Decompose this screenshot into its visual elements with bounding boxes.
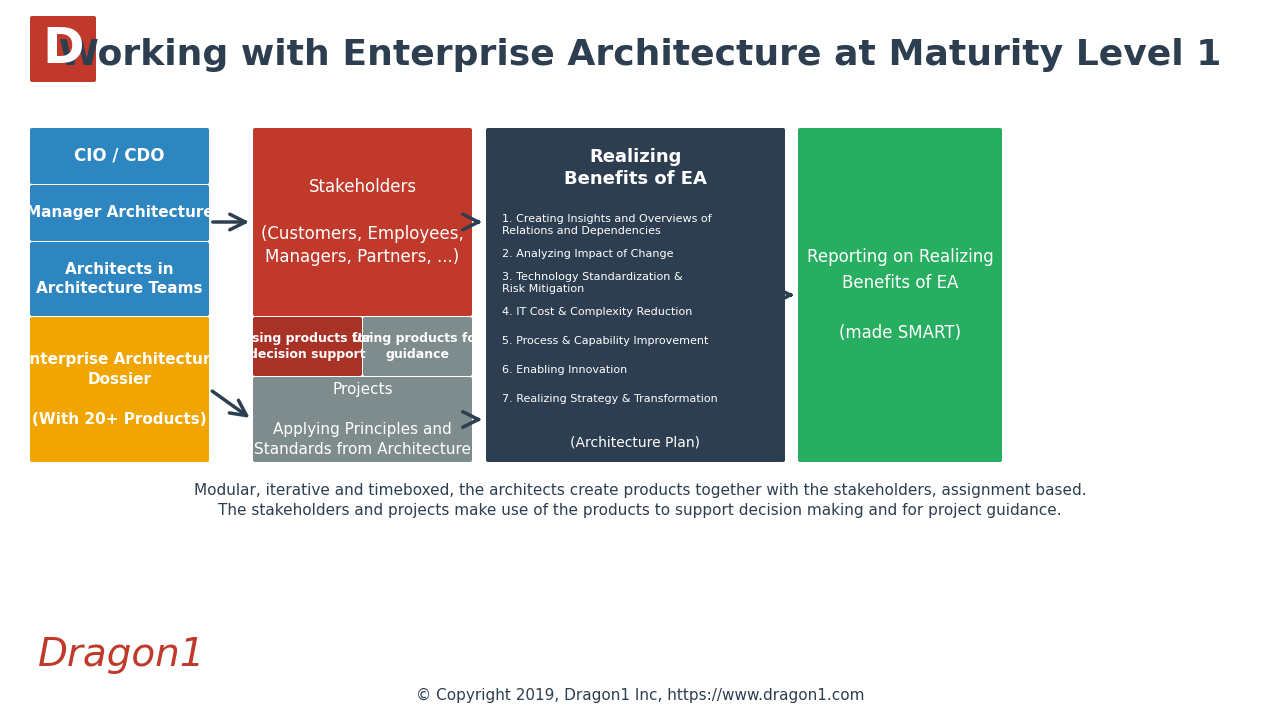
Text: 1. Creating Insights and Overviews of
Relations and Dependencies: 1. Creating Insights and Overviews of Re… [502,215,712,236]
FancyBboxPatch shape [29,242,209,316]
FancyBboxPatch shape [29,16,96,82]
FancyBboxPatch shape [486,128,785,462]
Text: 5. Process & Capability Improvement: 5. Process & Capability Improvement [502,336,708,346]
FancyBboxPatch shape [29,317,209,462]
FancyBboxPatch shape [797,128,1002,462]
FancyBboxPatch shape [253,128,472,316]
Text: © Copyright 2019, Dragon1 Inc, https://www.dragon1.com: © Copyright 2019, Dragon1 Inc, https://w… [416,688,864,703]
Text: 6. Enabling Innovation: 6. Enabling Innovation [502,365,627,375]
Text: Stakeholders

(Customers, Employees,
Managers, Partners, ...): Stakeholders (Customers, Employees, Mana… [261,178,463,266]
Text: The stakeholders and projects make use of the products to support decision makin: The stakeholders and projects make use o… [218,503,1062,518]
Text: (Architecture Plan): (Architecture Plan) [571,435,700,449]
Text: Architects in
Architecture Teams: Architects in Architecture Teams [36,261,202,297]
Text: Modular, iterative and timeboxed, the architects create products together with t: Modular, iterative and timeboxed, the ar… [193,482,1087,498]
Text: 7. Realizing Strategy & Transformation: 7. Realizing Strategy & Transformation [502,394,718,404]
FancyBboxPatch shape [29,128,209,184]
Text: D: D [42,25,83,73]
FancyBboxPatch shape [29,185,209,241]
Text: Dragon1: Dragon1 [38,636,206,674]
Text: Using products for
guidance: Using products for guidance [352,332,483,361]
Text: 2. Analyzing Impact of Change: 2. Analyzing Impact of Change [502,249,673,259]
Text: Realizing
Benefits of EA: Realizing Benefits of EA [564,148,707,188]
Text: CIO / CDO: CIO / CDO [74,147,165,165]
Text: Manager Architecture: Manager Architecture [26,205,214,220]
Text: 3. Technology Standardization &
Risk Mitigation: 3. Technology Standardization & Risk Mit… [502,272,682,294]
Text: Projects

Applying Principles and
Standards from Architecture: Projects Applying Principles and Standar… [253,382,471,456]
Text: Using products for
decision support: Using products for decision support [242,332,372,361]
FancyBboxPatch shape [253,317,362,376]
Text: 4. IT Cost & Complexity Reduction: 4. IT Cost & Complexity Reduction [502,307,692,317]
Text: Working with Enterprise Architecture at Maturity Level 1: Working with Enterprise Architecture at … [59,38,1221,72]
Text: Enterprise Architecture
Dossier

(With 20+ Products): Enterprise Architecture Dossier (With 20… [19,352,220,427]
Text: Reporting on Realizing
Benefits of EA

(made SMART): Reporting on Realizing Benefits of EA (m… [806,248,993,341]
FancyBboxPatch shape [364,317,472,376]
FancyBboxPatch shape [253,377,472,462]
